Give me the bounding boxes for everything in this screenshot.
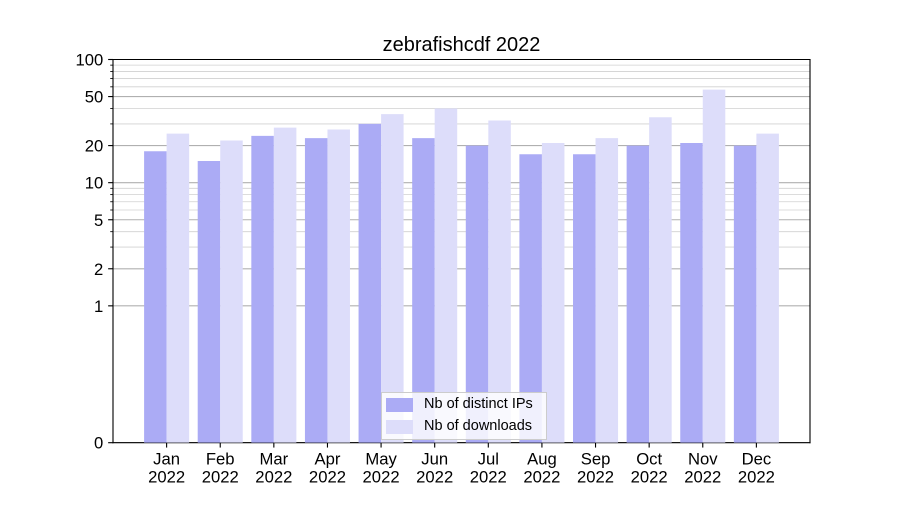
svg-text:Mar: Mar <box>259 450 288 469</box>
svg-text:Apr: Apr <box>314 450 340 469</box>
svg-text:Feb: Feb <box>206 450 235 469</box>
svg-text:2022: 2022 <box>255 467 292 486</box>
svg-text:10: 10 <box>85 174 104 193</box>
svg-text:Dec: Dec <box>742 450 772 469</box>
svg-text:2022: 2022 <box>309 467 346 486</box>
svg-text:5: 5 <box>94 211 103 230</box>
svg-text:20: 20 <box>85 137 104 156</box>
svg-text:0: 0 <box>94 434 103 453</box>
svg-text:Jul: Jul <box>478 450 499 469</box>
svg-text:2022: 2022 <box>684 467 721 486</box>
svg-text:May: May <box>365 450 397 469</box>
svg-text:2022: 2022 <box>363 467 400 486</box>
svg-text:Aug: Aug <box>527 450 557 469</box>
svg-text:Jun: Jun <box>421 450 448 469</box>
svg-text:zebrafishcdf 2022: zebrafishcdf 2022 <box>383 34 541 56</box>
svg-text:2022: 2022 <box>202 467 239 486</box>
svg-text:2022: 2022 <box>631 467 668 486</box>
svg-text:2022: 2022 <box>148 467 185 486</box>
svg-text:2022: 2022 <box>577 467 614 486</box>
svg-text:2: 2 <box>94 260 103 279</box>
svg-text:2022: 2022 <box>738 467 775 486</box>
svg-text:Nov: Nov <box>688 450 718 469</box>
svg-text:Oct: Oct <box>636 450 662 469</box>
svg-text:2022: 2022 <box>523 467 560 486</box>
svg-text:1: 1 <box>94 297 103 316</box>
svg-text:Jan: Jan <box>153 450 180 469</box>
svg-text:2022: 2022 <box>416 467 453 486</box>
svg-text:100: 100 <box>75 51 103 70</box>
svg-text:50: 50 <box>85 88 104 107</box>
svg-text:2022: 2022 <box>470 467 507 486</box>
svg-text:Sep: Sep <box>581 450 611 469</box>
